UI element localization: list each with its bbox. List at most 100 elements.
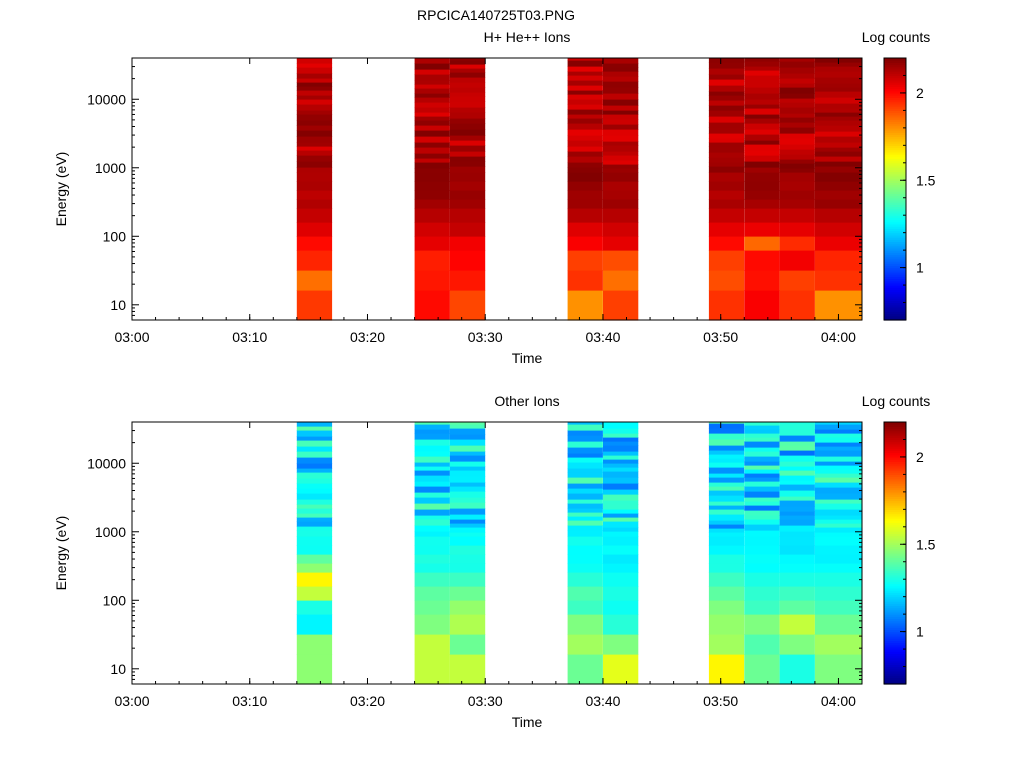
colorbar-swatch [884, 633, 906, 637]
colorbar-swatch [884, 66, 906, 70]
colorbar-swatch [884, 622, 906, 626]
colorbar-swatch [884, 441, 906, 445]
y-tick-label: 10000 [87, 455, 126, 471]
spectrogram-cell [779, 190, 815, 200]
spectrogram-cell [814, 71, 862, 78]
colorbar-swatch [884, 173, 906, 177]
spectrogram-cell [708, 509, 745, 515]
spectrogram-cell [414, 168, 450, 173]
colorbar-swatch [884, 518, 906, 521]
colorbar-swatch [884, 169, 906, 173]
spectrogram-cell [449, 424, 486, 429]
spectrogram-cell [744, 634, 780, 655]
colorbar-swatch [884, 62, 906, 66]
colorbar-swatch [884, 677, 906, 681]
colorbar-swatch [884, 127, 906, 131]
colorbar-swatch [884, 267, 906, 271]
spectrogram-cell [449, 199, 486, 209]
spectrogram-cell [414, 451, 450, 457]
spectrogram-cell [708, 181, 745, 191]
spectrogram-cell [744, 208, 780, 223]
spectrogram-cell [744, 150, 780, 156]
colorbar-swatch [884, 528, 906, 532]
spectrogram-cell [449, 514, 486, 520]
spectrogram-cell [414, 69, 450, 75]
spectrogram-cell [744, 181, 780, 191]
panel-title: Other Ions [494, 393, 559, 409]
spectrogram-cell [449, 156, 486, 162]
spectrogram-cell [744, 451, 780, 457]
spectrogram-cell [814, 236, 862, 251]
colorbar-swatch [884, 454, 906, 458]
spectrogram-cell [744, 497, 780, 502]
spectrogram-cell [296, 95, 333, 100]
colorbar-swatch [884, 309, 906, 312]
spectrogram-cell [449, 634, 486, 655]
spectrogram-cell [744, 465, 780, 470]
spectrogram-cell [744, 536, 780, 546]
colorbar-swatch [884, 140, 906, 144]
spectrogram-cell [414, 481, 450, 487]
spectrogram-cell [296, 270, 333, 291]
colorbar-swatch [884, 524, 906, 528]
spectrogram-cell [567, 516, 603, 521]
colorbar-swatch [884, 132, 906, 136]
spectrogram-cell [567, 80, 603, 86]
spectrogram-cell [603, 504, 639, 510]
spectrogram-cell [603, 536, 639, 546]
colorbar-swatch [884, 609, 906, 613]
spectrogram-cell [414, 107, 450, 113]
spectrogram-cell [567, 424, 603, 431]
colorbar-swatch [884, 101, 906, 105]
spectrogram-cell [708, 146, 745, 153]
colorbar-tick-label: 1 [916, 624, 924, 640]
spectrogram-cell [567, 654, 603, 685]
spectrogram-cell [567, 457, 603, 463]
spectrogram-cell [449, 434, 486, 440]
spectrogram-cell [567, 600, 603, 615]
spectrogram-cell [814, 532, 862, 537]
spectrogram-cell [603, 509, 639, 514]
colorbar-swatch [884, 574, 906, 578]
colorbar-swatch [884, 520, 906, 524]
spectrogram-cell [603, 471, 639, 478]
spectrogram-cell [708, 524, 745, 529]
spectrogram-cell [814, 503, 862, 510]
spectrogram-cell [567, 290, 603, 321]
x-tick-label: 03:40 [585, 693, 620, 709]
spectrogram-cell [603, 236, 639, 251]
spectrogram-cell [414, 503, 450, 510]
colorbar-swatch [884, 221, 906, 225]
x-tick-label: 03:30 [468, 693, 503, 709]
spectrogram-cell [708, 462, 745, 468]
spectrogram-cell [744, 61, 780, 67]
spectrogram-cell [744, 530, 780, 537]
spectrogram-cell [567, 422, 603, 425]
colorbar-swatch [884, 511, 906, 515]
spectrogram-cell [449, 422, 486, 425]
spectrogram-cell [414, 58, 450, 64]
spectrogram-cell [744, 144, 780, 151]
spectrogram-cell [567, 508, 603, 513]
spectrogram-cell [708, 122, 745, 128]
colorbar-swatch [884, 563, 906, 567]
colorbar-swatch [884, 426, 906, 430]
spectrogram-cell [603, 455, 639, 460]
spectrogram-cell [708, 482, 745, 487]
spectrogram-cell [814, 634, 862, 655]
spectrogram-cell [567, 162, 603, 168]
spectrogram-cell [414, 424, 450, 430]
colorbar-swatch [884, 136, 906, 140]
spectrogram-cell [814, 499, 862, 504]
spectrogram-cell [708, 110, 745, 117]
spectrogram-cell [603, 181, 639, 191]
spectrogram-cell [708, 634, 745, 655]
colorbar-swatch [884, 84, 906, 87]
spectrogram-cell [814, 83, 862, 88]
spectrogram-cell [744, 614, 780, 635]
spectrogram-cell [708, 222, 745, 237]
spectrogram-cell [814, 473, 862, 478]
spectrogram-cell [708, 91, 745, 96]
colorbar-swatch [884, 485, 906, 489]
colorbar-swatch [884, 439, 906, 443]
